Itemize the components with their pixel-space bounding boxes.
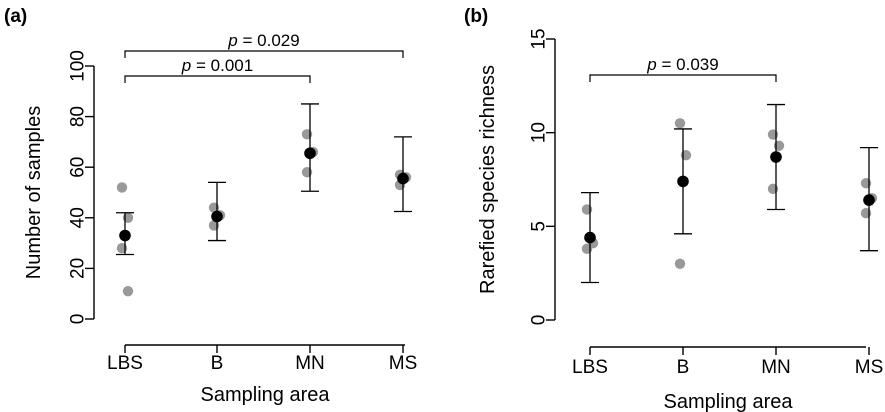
p-value: = 0.001 [191,56,253,75]
x-tick-label: MN [761,357,791,378]
x-tick-label: LBS [107,353,143,374]
y-tick-label: 0 [529,315,550,326]
y-tick-label: 80 [68,106,89,127]
p-symbol: p [227,31,237,50]
y-tick-label: 0 [68,314,89,325]
mean-point [677,175,689,188]
significance-bracket [124,75,311,83]
p-symbol: p [646,55,656,74]
x-tick-label: MS [855,357,884,378]
mean-point [211,210,223,223]
data-point [674,258,686,269]
y-tick-label: 5 [529,221,550,232]
significance-bracket [124,50,404,58]
x-tick-label: B [677,357,690,378]
p-value: = 0.039 [657,55,719,74]
mean-point [770,151,782,163]
mean-point [304,147,316,160]
significance-bracket [589,74,777,82]
mean-point [584,231,596,244]
y-tick-label: 10 [529,122,550,143]
mean-point [863,194,875,206]
panel-label: (b) [464,6,488,27]
x-tick-label: MN [295,353,325,374]
x-axis-title: Sampling area [664,391,794,412]
mean-point [119,229,131,242]
x-tick-label: LBS [572,357,608,378]
y-axis-title: Rarefied species richness [477,65,499,294]
mean-point [397,172,409,185]
y-tick-label: 20 [68,258,89,279]
y-tick-label: 100 [68,50,89,82]
p-value: = 0.029 [238,31,300,50]
y-tick-label: 60 [68,157,89,178]
data-point [122,285,134,297]
chart-panel-a: (a) 0 20 40 60 80 100 Number of samples LBS B MN MS… [4,6,417,406]
data-point [116,182,128,193]
y-tick-label: 40 [68,207,89,228]
p-symbol: p [181,56,191,75]
x-tick-label: MS [389,353,418,374]
y-tick-label: 15 [529,28,550,49]
panel-label: (a) [4,6,27,27]
significance-label: p = 0.039 [646,55,718,74]
x-axis-title: Sampling area [201,384,331,406]
y-axis-title: Number of samples [23,106,45,279]
x-tick-label: B [211,353,224,374]
data-point [674,118,686,129]
significance-label: p = 0.001 [181,56,253,75]
chart-panel-b: (b) 0 5 10 15 Rarefied species richness LBS B MN… [464,6,883,412]
significance-label: p = 0.029 [227,31,299,50]
